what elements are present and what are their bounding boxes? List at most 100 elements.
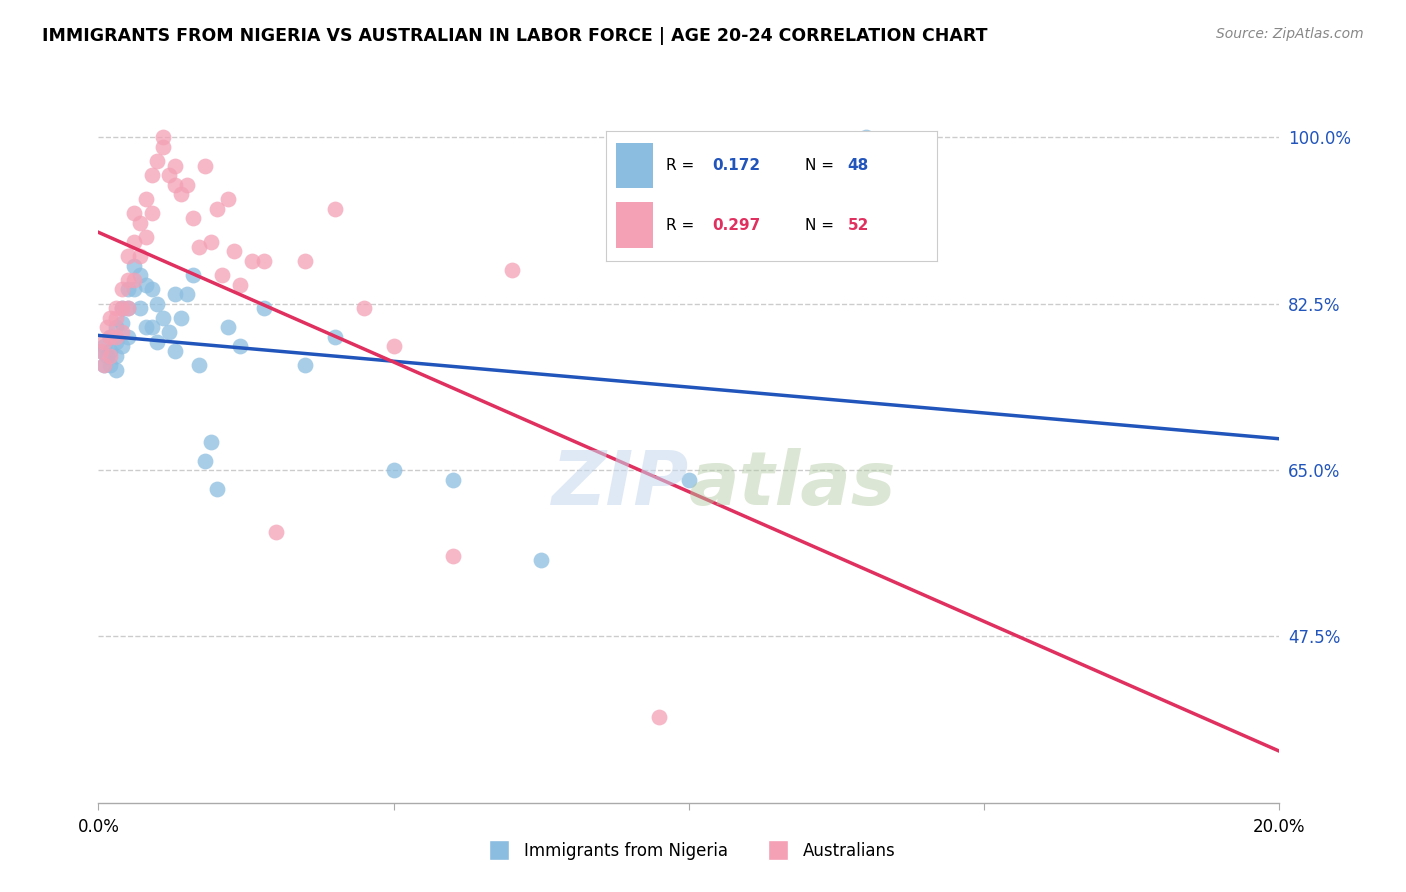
Point	[98, 359, 121, 373]
Point	[105, 349, 128, 363]
Point	[165, 178, 187, 192]
Point	[122, 206, 145, 220]
Point	[146, 296, 169, 310]
Point	[128, 301, 150, 316]
Point	[165, 159, 187, 173]
Legend: Immigrants from Nigeria, Australians: Immigrants from Nigeria, Australians	[475, 836, 903, 867]
Point	[170, 187, 193, 202]
Point	[205, 202, 228, 216]
Point	[157, 169, 180, 183]
Point	[146, 154, 169, 169]
Point	[170, 310, 193, 325]
Point	[157, 325, 180, 339]
Point	[93, 334, 115, 349]
Point	[128, 249, 150, 263]
Point	[441, 473, 464, 487]
Point	[90, 344, 112, 359]
Point	[111, 301, 134, 316]
Point	[165, 344, 187, 359]
Point	[98, 344, 121, 359]
Point	[98, 310, 121, 325]
Point	[93, 359, 115, 373]
Point	[141, 282, 163, 296]
Point	[135, 277, 157, 292]
Point	[135, 192, 157, 206]
Point	[105, 301, 128, 316]
Point	[217, 320, 239, 334]
Point	[105, 320, 128, 334]
Point	[382, 339, 405, 353]
Point	[122, 235, 145, 249]
Point	[530, 553, 553, 567]
Point	[105, 334, 128, 349]
Point	[187, 359, 209, 373]
Point	[117, 301, 139, 316]
Text: ZIP: ZIP	[551, 449, 689, 522]
Point	[141, 206, 163, 220]
Point	[98, 330, 121, 344]
Point	[111, 282, 134, 296]
Point	[111, 339, 134, 353]
Point	[117, 330, 139, 344]
Point	[181, 211, 204, 226]
Point	[93, 359, 115, 373]
Point	[176, 178, 198, 192]
Text: atlas: atlas	[689, 449, 897, 522]
Point	[253, 253, 276, 268]
Point	[200, 235, 222, 249]
Point	[382, 463, 405, 477]
Point	[135, 320, 157, 334]
Point	[678, 473, 700, 487]
Point	[122, 282, 145, 296]
Point	[98, 330, 121, 344]
Point	[194, 453, 217, 467]
Point	[98, 349, 121, 363]
Point	[211, 268, 233, 282]
Point	[117, 249, 139, 263]
Text: IMMIGRANTS FROM NIGERIA VS AUSTRALIAN IN LABOR FORCE | AGE 20-24 CORRELATION CHA: IMMIGRANTS FROM NIGERIA VS AUSTRALIAN IN…	[42, 27, 987, 45]
Point	[253, 301, 276, 316]
Point	[501, 263, 523, 277]
Point	[122, 259, 145, 273]
Point	[240, 253, 263, 268]
Point	[128, 268, 150, 282]
Point	[264, 524, 287, 539]
Point	[176, 287, 198, 301]
Point	[111, 316, 134, 330]
Point	[96, 349, 118, 363]
Point	[96, 320, 118, 334]
Point	[128, 216, 150, 230]
Point	[353, 301, 375, 316]
Point	[224, 244, 246, 259]
Point	[855, 130, 877, 145]
Point	[648, 710, 671, 724]
Point	[441, 549, 464, 563]
Point	[122, 273, 145, 287]
Point	[200, 434, 222, 449]
Point	[105, 310, 128, 325]
Point	[217, 192, 239, 206]
Text: Source: ZipAtlas.com: Source: ZipAtlas.com	[1216, 27, 1364, 41]
Point	[205, 482, 228, 496]
Point	[165, 287, 187, 301]
Point	[93, 339, 115, 353]
Point	[323, 330, 346, 344]
Point	[229, 277, 252, 292]
Point	[90, 344, 112, 359]
Point	[105, 330, 128, 344]
Point	[152, 130, 174, 145]
Point	[294, 253, 316, 268]
Point	[135, 230, 157, 244]
Point	[229, 339, 252, 353]
Point	[117, 282, 139, 296]
Point	[105, 363, 128, 377]
Point	[111, 325, 134, 339]
Point	[141, 169, 163, 183]
Point	[152, 310, 174, 325]
Point	[141, 320, 163, 334]
Point	[111, 301, 134, 316]
Point	[181, 268, 204, 282]
Point	[323, 202, 346, 216]
Point	[117, 273, 139, 287]
Point	[194, 159, 217, 173]
